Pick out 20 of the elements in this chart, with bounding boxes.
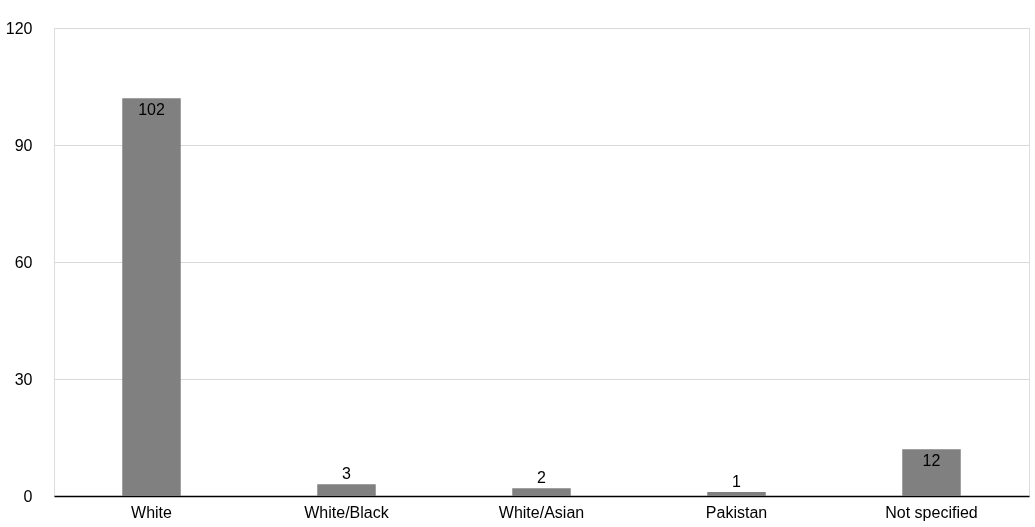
data-label: 3	[342, 465, 352, 483]
x-tick-label: Not specified	[885, 503, 978, 521]
bar	[512, 488, 571, 496]
bar	[122, 98, 181, 496]
bar	[317, 484, 376, 496]
x-tick-label: White	[131, 503, 173, 521]
y-tick-label: 120	[5, 19, 33, 37]
data-label: 102	[138, 101, 165, 119]
x-tick-label: Pakistan	[705, 503, 768, 521]
data-label: 2	[537, 469, 547, 487]
y-tick-label: 0	[23, 487, 33, 505]
data-label: 12	[922, 452, 941, 470]
y-tick-label: 60	[14, 253, 33, 271]
y-tick-label: 90	[14, 136, 33, 154]
bar	[902, 449, 961, 496]
y-tick-label: 30	[14, 370, 33, 388]
data-label: 1	[732, 473, 742, 491]
bar	[707, 492, 766, 496]
x-tick-label: White/Black	[304, 503, 390, 521]
x-tick-label: White/Asian	[498, 503, 585, 521]
